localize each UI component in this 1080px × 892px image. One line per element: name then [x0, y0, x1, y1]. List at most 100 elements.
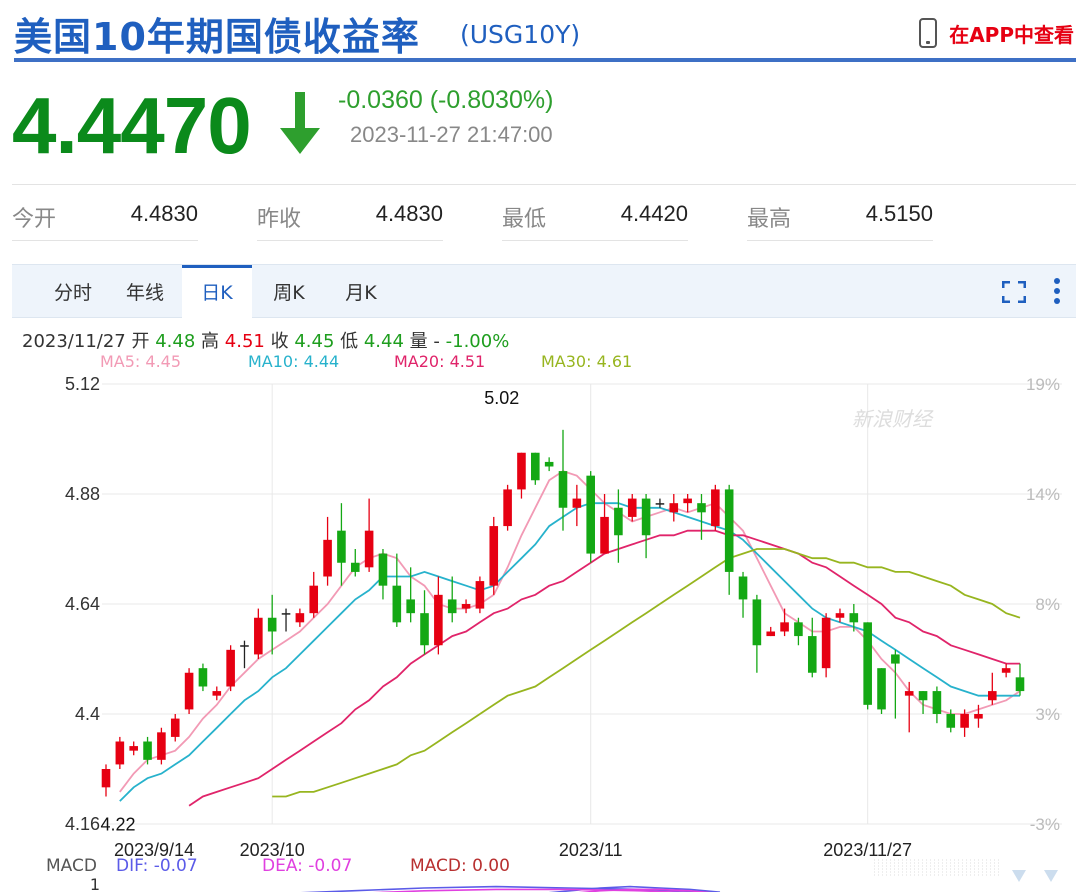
candle-body — [946, 714, 956, 728]
candle-body — [766, 631, 776, 637]
y-tick-label: 5.12 — [65, 374, 100, 394]
info-pct: -1.00% — [445, 331, 510, 352]
stat-open: 今开 4.4830 — [12, 201, 198, 241]
macd-dea: DEA: -0.07 — [262, 856, 353, 876]
y-right-tick-label: 19% — [1026, 375, 1060, 394]
tab-weekly-k[interactable]: 周K — [273, 282, 305, 304]
candle-body — [1015, 677, 1025, 692]
candle-body — [475, 581, 485, 609]
open-in-app-link[interactable]: 在APP中查看 — [919, 18, 1074, 48]
candle-body — [835, 613, 845, 618]
info-vol: - — [433, 331, 440, 352]
stat-prev-close: 昨收 4.4830 — [257, 201, 443, 241]
candle-body — [600, 516, 609, 554]
x-tick-label: 2023/9/14 — [114, 840, 194, 860]
candle-body — [614, 507, 623, 536]
phone-icon — [919, 18, 938, 48]
stat-label: 最低 — [502, 207, 547, 232]
stat-value: 4.5150 — [865, 201, 933, 226]
more-options-icon[interactable] — [1052, 277, 1062, 305]
stat-value: 4.4830 — [130, 201, 198, 226]
candle-body — [101, 769, 111, 788]
tab-daily-k[interactable]: 日K — [182, 265, 252, 319]
ma5-label: MA5: 4.45 — [100, 352, 182, 371]
candle-body — [960, 714, 969, 728]
y-right-tick-label: 14% — [1026, 485, 1060, 504]
stat-value: 4.4830 — [375, 201, 443, 226]
ma30-label: MA30: 4.61 — [541, 352, 633, 371]
watermark-logo: 新浪财经 — [852, 407, 934, 431]
stat-value: 4.4420 — [620, 201, 688, 226]
y-right-tick-label: 3% — [1035, 705, 1060, 724]
arrow-down-icon — [280, 92, 320, 154]
scroll-down-icon — [1044, 870, 1058, 882]
candle-body — [807, 636, 817, 673]
candle-body — [932, 691, 942, 714]
x-tick-label: 2023/10 — [240, 840, 305, 860]
page-title: 美国10年期国债收益率 — [14, 15, 420, 59]
candle-body — [558, 471, 568, 508]
candlestick-chart: 5.12 19% 4.88 14% 4.64 8% 4.4 3% 4.16 -3% 2023/9/1… — [65, 374, 1062, 892]
candle-body — [267, 617, 277, 632]
candle-body — [129, 746, 138, 751]
candle-body — [212, 691, 222, 696]
candle-body — [434, 594, 443, 646]
info-open-label: 开 — [131, 331, 150, 352]
open-in-app-label: 在APP中查看 — [949, 22, 1074, 47]
quote-panel: 4.4470 -0.0360 (-0.8030%) 2023-11-27 21:… — [12, 80, 712, 170]
candle-body — [891, 654, 900, 664]
candle-body — [226, 649, 235, 687]
ma-line-ma30 — [272, 548, 1021, 798]
tab-intraday[interactable]: 分时 — [53, 282, 92, 304]
candle-body — [254, 617, 263, 655]
ticker-symbol: (USG10Y) — [460, 20, 581, 49]
extreme-label: 4.22 — [100, 815, 135, 835]
tab-yearly[interactable]: 年线 — [125, 282, 164, 304]
stat-low: 最低 4.4420 — [502, 201, 688, 241]
tab-monthly-k[interactable]: 月K — [345, 282, 377, 304]
candle-body — [877, 668, 886, 710]
price-change: -0.0360 (-0.8030%) — [338, 86, 554, 114]
candle-body — [655, 503, 665, 505]
info-open: 4.48 — [155, 331, 196, 352]
stat-label: 最高 — [747, 207, 792, 232]
candle-body — [904, 691, 914, 696]
chart-tabs: 分时 年线 日K 周K 月K — [12, 264, 1076, 319]
candle-body — [364, 530, 374, 568]
candle-body — [157, 732, 166, 760]
candle-body — [406, 599, 415, 614]
candle-body — [780, 622, 789, 632]
candle-body — [711, 489, 720, 527]
candle-body — [517, 452, 526, 490]
candle-body — [794, 622, 803, 637]
candle-body — [447, 599, 457, 614]
quote-datetime: 2023-11-27 21:47:00 — [350, 122, 553, 147]
fullscreen-icon[interactable] — [1002, 281, 1026, 303]
candle-body — [489, 526, 499, 586]
candle-body — [295, 613, 305, 623]
candle-body — [337, 530, 346, 563]
candle-body — [988, 691, 997, 701]
info-low-label: 低 — [340, 331, 359, 352]
x-tick-label: 2023/11 — [559, 840, 623, 860]
ma10-label: MA10: 4.44 — [248, 352, 340, 371]
macd-line-dea — [578, 888, 712, 892]
macd-dif: DIF: -0.07 — [116, 856, 198, 876]
candle-body — [198, 668, 208, 687]
x-tick-label: 2023/11/27 — [823, 840, 912, 860]
macd-axis-label: 1 — [90, 875, 100, 892]
candle-body — [184, 672, 194, 710]
y-tick-label: 4.64 — [65, 594, 100, 614]
info-low: 4.44 — [363, 331, 404, 352]
info-date: 2023/11/27 — [22, 331, 126, 352]
candle-body — [392, 585, 402, 623]
candle-body — [461, 604, 471, 609]
candle-body — [918, 691, 928, 701]
candle-body — [281, 613, 291, 615]
candle-body — [143, 741, 152, 760]
macd-value: MACD: 0.00 — [410, 856, 510, 876]
candle-body — [503, 489, 512, 527]
candle-body — [641, 498, 651, 536]
ohlc-info-line: 2023/11/27 开 4.48 高 4.51 收 4.45 低 4.44 量… — [22, 327, 509, 353]
candle-body — [531, 452, 540, 481]
